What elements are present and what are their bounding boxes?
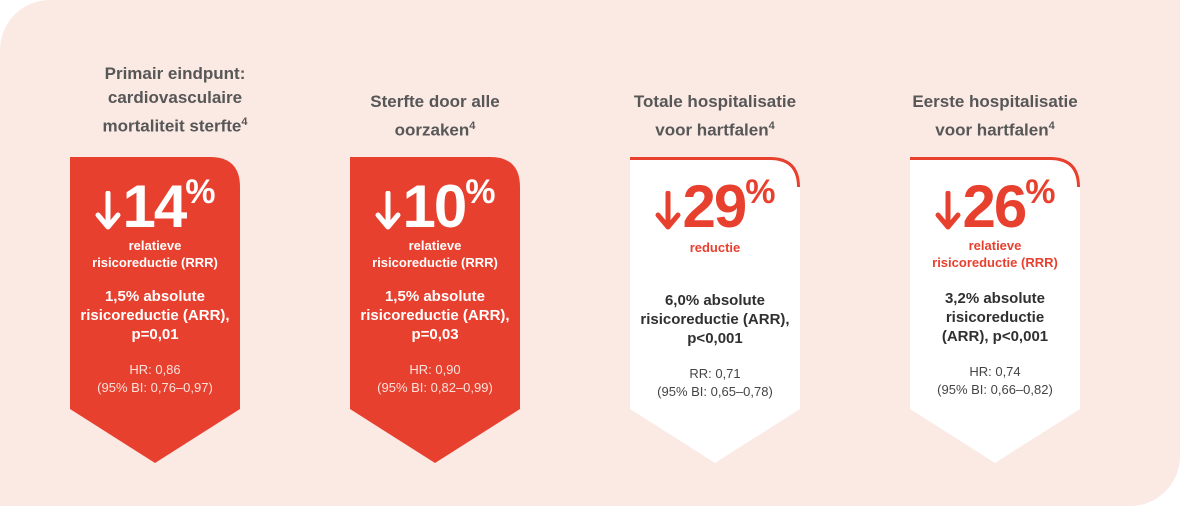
down-arrow-icon [655, 190, 681, 236]
big-percentage: 10% [350, 175, 520, 237]
card-shape [910, 157, 1080, 463]
big-percentage: 26% [910, 175, 1080, 237]
down-arrow-icon [935, 190, 961, 236]
column-heading: Sterfte door alle oorzaken4 [370, 92, 500, 140]
hazard-ratio: HR: 0,86 (95% BI: 0,76–0,97) [97, 362, 213, 395]
down-arrow-icon [95, 190, 121, 236]
card-shape [630, 157, 800, 463]
absolute-reduction: 6,0% absolute risicoreductie (ARR), p<0,… [640, 292, 790, 347]
reduction-label: relatieve risicoreductie (RRR) [372, 238, 498, 270]
absolute-reduction: 1,5% absolute risicoreductie (ARR), p=0,… [360, 288, 510, 343]
hazard-ratio: HR: 0,74 (95% BI: 0,66–0,82) [937, 364, 1053, 397]
result-card: 14% relatieve risicoreductie (RRR) 1,5% … [70, 157, 240, 463]
card-shape [350, 157, 520, 463]
card-shape [70, 157, 240, 463]
hazard-ratio: HR: 0,90 (95% BI: 0,82–0,99) [377, 362, 493, 395]
column-heading: Primair eindpunt: cardiovasculaire morta… [102, 64, 248, 136]
reduction-label: relatieve risicoreductie (RRR) [932, 238, 1058, 270]
column-heading: Eerste hospitalisatie voor hartfalen4 [912, 92, 1078, 140]
result-card: 29% reductie 6,0% absolute risicoreducti… [630, 157, 800, 463]
absolute-reduction: 3,2% absolute risicoreductie (ARR), p<0,… [941, 290, 1049, 345]
column-heading: Totale hospitalisatie voor hartfalen4 [633, 92, 797, 140]
reduction-label: relatieve risicoreductie (RRR) [92, 238, 218, 270]
result-card: 26% relatieve risicoreductie (RRR) 3,2% … [910, 157, 1080, 463]
result-card: 10% relatieve risicoreductie (RRR) 1,5% … [350, 157, 520, 463]
absolute-reduction: 1,5% absolute risicoreductie (ARR), p=0,… [80, 288, 230, 343]
big-percentage: 14% [70, 175, 240, 237]
down-arrow-icon [375, 190, 401, 236]
relative-risk: RR: 0,71 (95% BI: 0,65–0,78) [657, 366, 773, 399]
big-percentage: 29% [630, 175, 800, 237]
reduction-label: reductie [689, 240, 741, 255]
